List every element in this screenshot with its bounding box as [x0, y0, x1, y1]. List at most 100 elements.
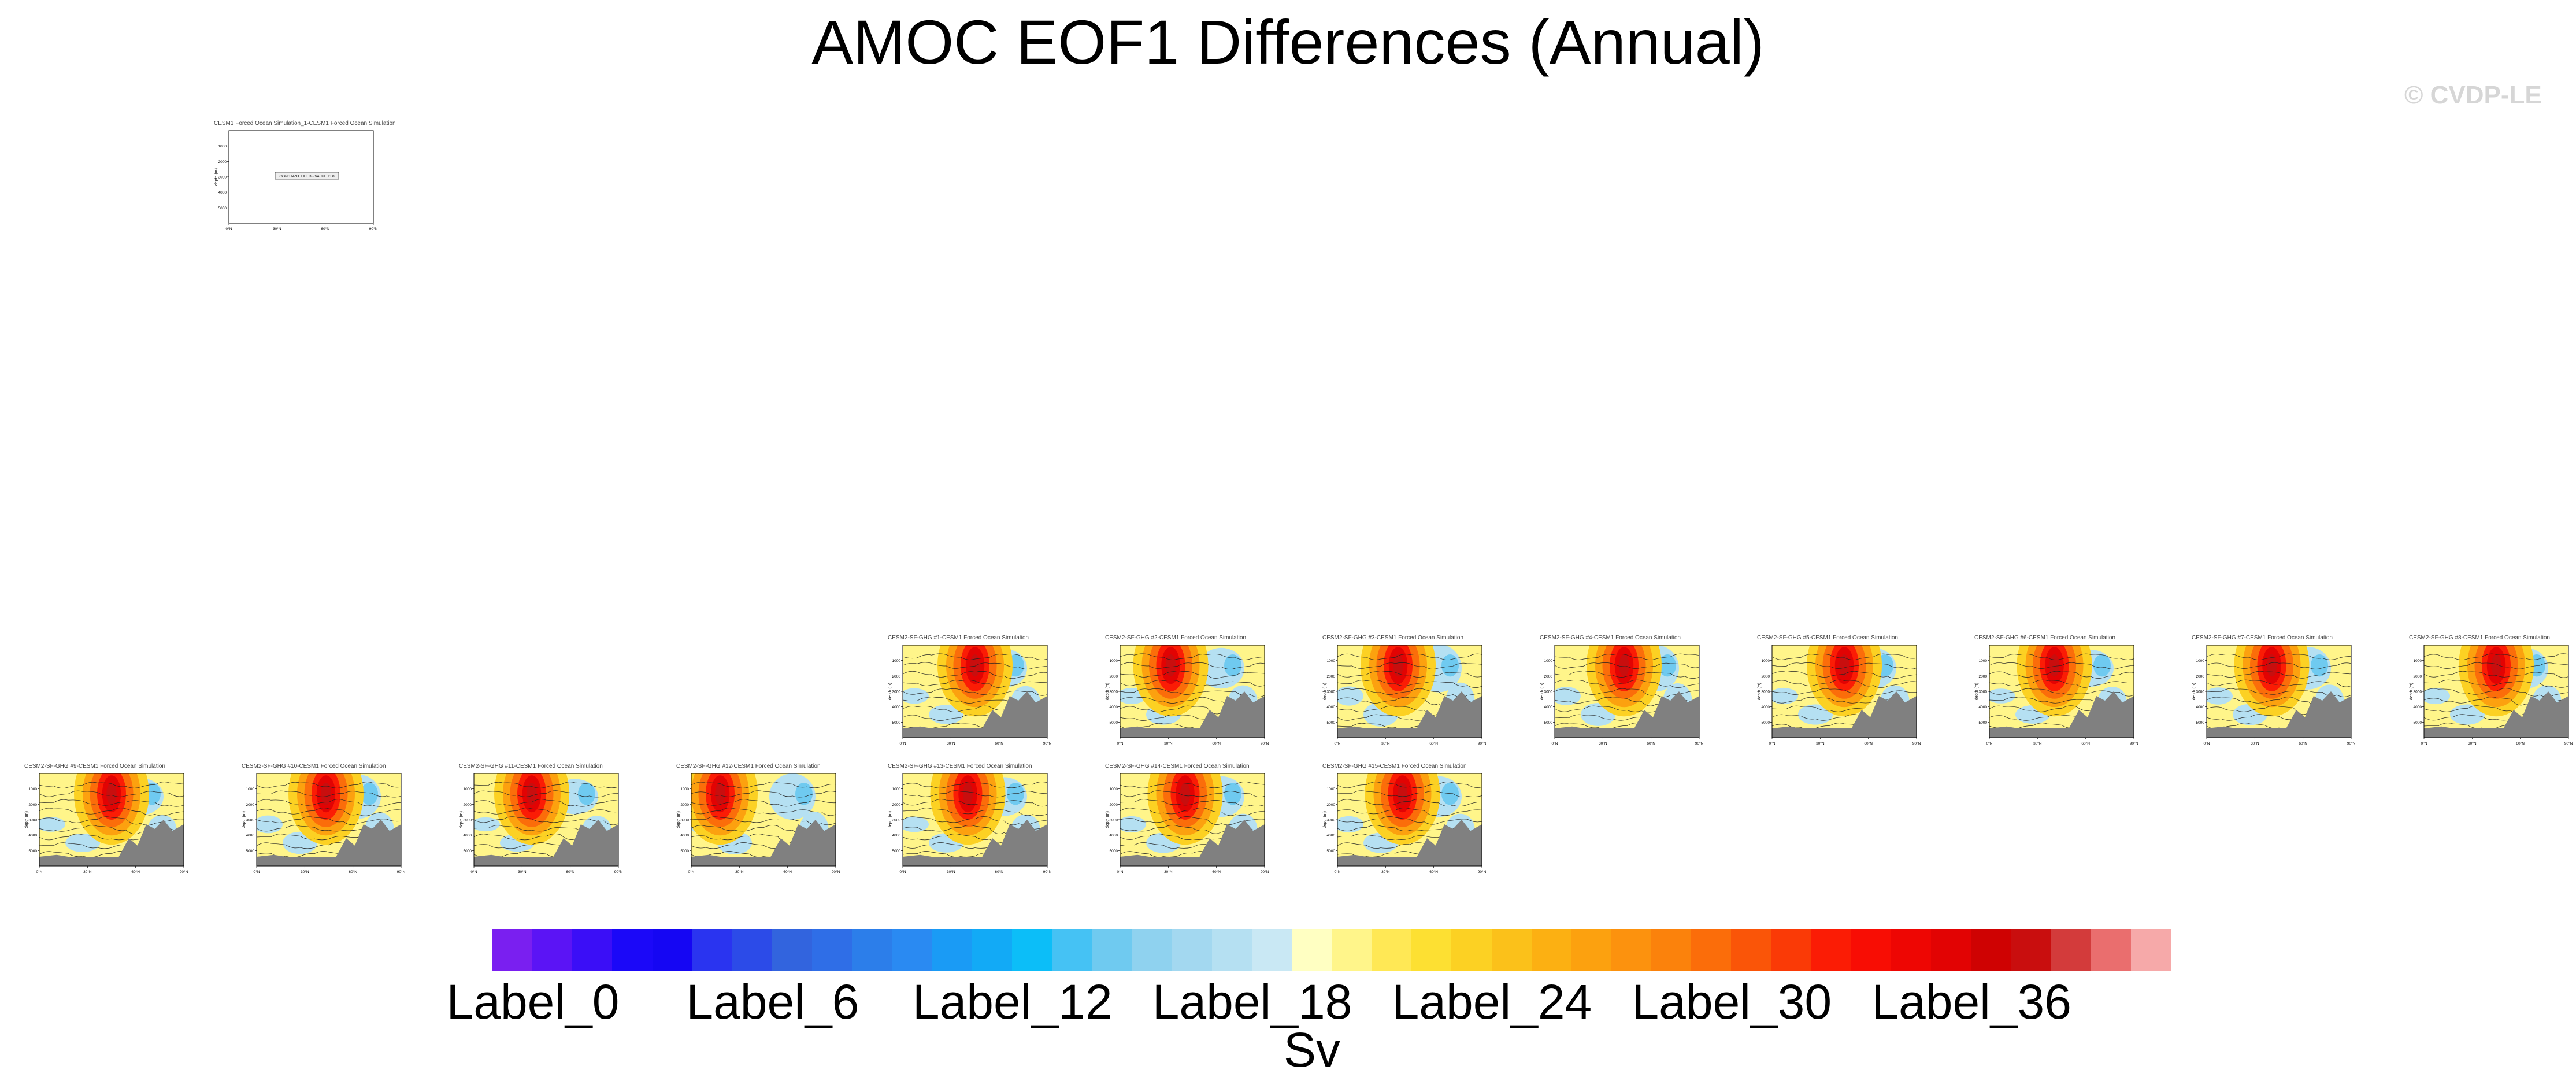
- colorbar-swatch: [1331, 929, 1372, 971]
- contour-line: [474, 799, 618, 807]
- y-axis-label: depth (m): [1323, 683, 1327, 700]
- contour-line: [1555, 653, 1699, 660]
- contour-line: [1337, 782, 1482, 788]
- contour-line: [1337, 808, 1482, 816]
- eof-panel: CESM2-SF-GHG #9-CESM1 Forced Ocean Simul…: [24, 763, 198, 884]
- x-tick-label: 30°N: [301, 869, 309, 874]
- x-tick-label: 90°N: [1261, 741, 1269, 746]
- contour-line: [39, 790, 184, 797]
- contour-line: [39, 808, 184, 816]
- contour-line: [2207, 688, 2351, 697]
- eof-panel: CESM2-SF-GHG #7-CESM1 Forced Ocean Simul…: [2192, 635, 2365, 756]
- contour-line: [2424, 671, 2568, 678]
- contour-line: [474, 782, 618, 788]
- y-axis-label: depth (m): [1975, 683, 1979, 700]
- colorbar-swatch: [532, 929, 573, 971]
- y-tick-label: 3000: [29, 819, 38, 823]
- negative-anomaly-region: [1989, 688, 2015, 704]
- y-tick-label: 1000: [218, 145, 227, 149]
- panel-plot: depth (m) 1000 2000 3000 4000 5000 0°N 30°N 60°N…: [1540, 645, 1704, 746]
- bathymetry-mask: [903, 691, 1047, 738]
- x-tick-label: 30°N: [947, 869, 955, 874]
- panel-plot: depth (m) 1000 2000 3000 4000 5000 0°N 30°N 60°N…: [1106, 645, 1269, 746]
- positive-anomaly-contour: [970, 654, 980, 677]
- contour-line: [1337, 790, 1482, 798]
- contour-line: [1555, 662, 1699, 669]
- x-tick-label: 0°N: [254, 869, 260, 874]
- x-tick-label: 60°N: [321, 227, 329, 231]
- x-tick-label: 90°N: [180, 869, 188, 874]
- colorbar-swatch: [1011, 929, 1052, 971]
- contour-line: [1337, 799, 1482, 807]
- contour-line: [474, 790, 618, 798]
- contour-line: [257, 808, 401, 816]
- x-tick-label: 30°N: [2468, 741, 2477, 746]
- bathymetry-mask: [691, 820, 836, 866]
- y-tick-label: 1000: [1110, 787, 1118, 791]
- panel-title: CESM2-SF-GHG #8-CESM1 Forced Ocean Simul…: [2409, 635, 2550, 641]
- y-tick-label: 3000: [1327, 690, 1336, 694]
- y-tick-label: 5000: [681, 849, 690, 853]
- panel-plot: depth (m) 1000 2000 3000 4000 5000 0°N 30°N 60°N…: [888, 645, 1052, 746]
- x-tick-label: 0°N: [900, 869, 906, 874]
- y-tick-label: 5000: [218, 206, 227, 210]
- positive-anomaly-contour: [527, 783, 537, 805]
- contour-line: [2207, 662, 2351, 669]
- panel-title: CESM2-SF-GHG #4-CESM1 Forced Ocean Simul…: [1540, 635, 1681, 641]
- x-tick-label: 60°N: [131, 869, 140, 874]
- panel-title: CESM2-SF-GHG #2-CESM1 Forced Ocean Simul…: [1105, 635, 1246, 641]
- y-tick-label: 4000: [1327, 705, 1336, 709]
- x-tick-label: 0°N: [688, 869, 695, 874]
- positive-anomaly-contour: [1619, 654, 1629, 677]
- positive-anomaly-contour: [715, 783, 725, 805]
- panel-title: CESM2-SF-GHG #15-CESM1 Forced Ocean Simu…: [1322, 763, 1467, 769]
- positive-anomaly-contour: [106, 783, 117, 805]
- x-tick-label: 0°N: [1335, 869, 1341, 874]
- contour-line: [39, 799, 184, 807]
- eof-panel: CESM2-SF-GHG #6-CESM1 Forced Ocean Simul…: [1974, 635, 2148, 756]
- contour-line: [1337, 671, 1482, 678]
- negative-anomaly-core: [2093, 654, 2111, 677]
- x-tick-label: 0°N: [1552, 741, 1558, 746]
- y-tick-label: 5000: [1327, 721, 1336, 725]
- colorbar-swatch: [1372, 929, 1412, 971]
- y-tick-label: 3000: [1327, 819, 1336, 823]
- y-tick-label: 5000: [1110, 849, 1118, 853]
- eof-panel: CESM2-SF-GHG #3-CESM1 Forced Ocean Simul…: [1322, 635, 1496, 756]
- x-tick-label: 60°N: [995, 869, 1003, 874]
- contour-line: [2207, 653, 2351, 660]
- x-tick-label: 90°N: [1912, 741, 1921, 746]
- bathymetry-mask: [39, 820, 184, 866]
- positive-anomaly-contour: [962, 783, 973, 805]
- y-tick-label: 3000: [218, 176, 227, 180]
- colorbar-swatch: [892, 929, 932, 971]
- colorbar-swatch: [732, 929, 772, 971]
- colorbar-swatch: [2051, 929, 2091, 971]
- y-tick-label: 1000: [2196, 659, 2205, 663]
- colorbar-swatch: [852, 929, 892, 971]
- eof-panel: CESM2-SF-GHG #4-CESM1 Forced Ocean Simul…: [1540, 635, 1713, 756]
- x-tick-label: 0°N: [2421, 741, 2427, 746]
- panel-plot: depth (m) CONSTANT FIELD - VALUE IS 0 1000…: [214, 130, 378, 231]
- y-tick-label: 2000: [464, 803, 472, 807]
- y-tick-label: 2000: [246, 803, 255, 807]
- y-tick-label: 2000: [2196, 675, 2205, 679]
- contour-line: [903, 782, 1047, 788]
- colorbar-swatch: [1092, 929, 1132, 971]
- y-tick-label: 5000: [2196, 721, 2205, 725]
- colorbar-swatch: [1691, 929, 1732, 971]
- x-tick-label: 0°N: [36, 869, 43, 874]
- colorbar-swatch: [1971, 929, 2011, 971]
- y-tick-label: 3000: [1979, 690, 1988, 694]
- eof-panel: CESM2-SF-GHG #14-CESM1 Forced Ocean Simu…: [1105, 763, 1278, 884]
- y-tick-label: 1000: [1327, 659, 1336, 663]
- x-tick-label: 60°N: [566, 869, 574, 874]
- colorbar-swatch: [2091, 929, 2131, 971]
- y-tick-label: 2000: [1544, 675, 1553, 679]
- panel-plot: depth (m) 1000 2000 3000 4000 5000 0°N 30°N 60°N…: [677, 773, 840, 874]
- x-tick-label: 60°N: [783, 869, 792, 874]
- x-tick-label: 30°N: [1164, 869, 1173, 874]
- x-tick-label: 0°N: [471, 869, 477, 874]
- contour-line: [474, 808, 618, 816]
- x-tick-label: 60°N: [1212, 741, 1221, 746]
